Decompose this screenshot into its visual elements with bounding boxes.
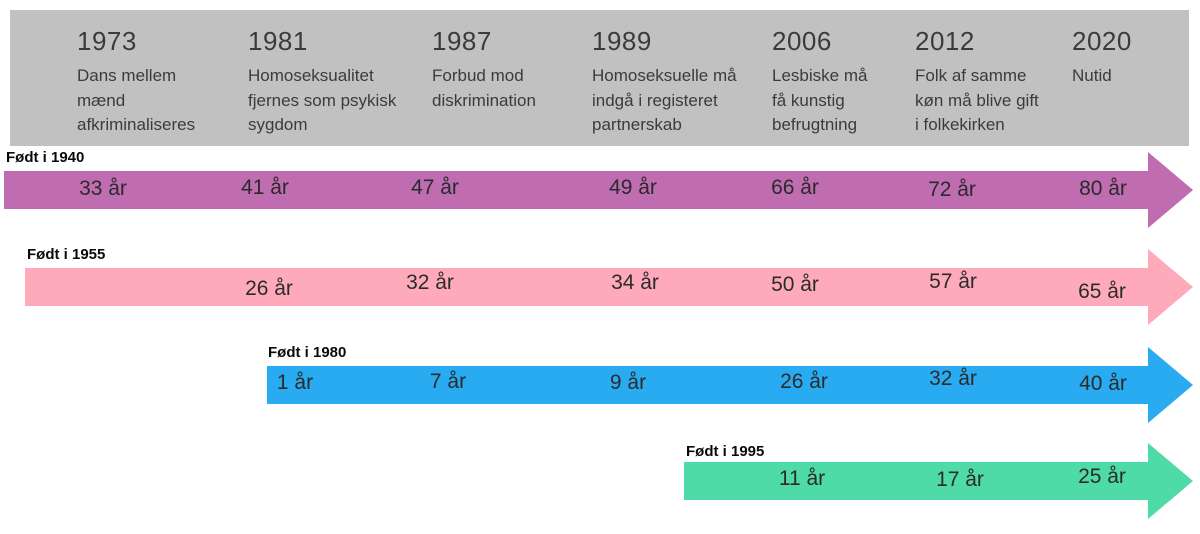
age-label: 72 år bbox=[928, 178, 976, 201]
age-label: 49 år bbox=[609, 176, 657, 199]
row-label-1940: Født i 1940 bbox=[6, 149, 85, 166]
age-label: 57 år bbox=[929, 270, 977, 293]
arrowhead-1980 bbox=[1148, 347, 1193, 423]
age-label: 1 år bbox=[276, 371, 314, 394]
age-label: 40 år bbox=[1079, 372, 1127, 395]
arrowhead-1955 bbox=[1148, 249, 1193, 325]
row-label-1955: Født i 1955 bbox=[27, 246, 106, 263]
age-label: 80 år bbox=[1079, 177, 1127, 200]
milestone-description: Lesbiske må få kunstig befrugtning bbox=[772, 66, 868, 135]
age-label: 26 år bbox=[780, 370, 828, 393]
milestone-year: 2006 bbox=[772, 26, 832, 56]
age-label: 32 år bbox=[406, 271, 454, 294]
milestone-2006: 2006 Lesbiske må få kunstig befrugtning bbox=[772, 26, 878, 138]
age-label: 9 år bbox=[609, 371, 647, 394]
age-label: 7 år bbox=[429, 370, 467, 393]
age-label: 25 år bbox=[1078, 465, 1126, 488]
age-label: 11 år bbox=[778, 467, 826, 490]
arrowhead-1995 bbox=[1148, 443, 1193, 519]
milestone-1973: 1973 Dans mellem mænd afkriminaliseres bbox=[77, 26, 199, 138]
age-label: 47 år bbox=[411, 176, 459, 199]
milestone-1987: 1987 Forbud mod diskrimination bbox=[432, 26, 554, 113]
timeline-bar-1940 bbox=[4, 171, 1148, 209]
age-label: 17 år bbox=[936, 468, 984, 491]
milestone-1981: 1981 Homoseksualitet fjernes som psykisk… bbox=[248, 26, 400, 138]
age-label: 41 år bbox=[241, 176, 289, 199]
age-label: 34 år bbox=[611, 271, 659, 294]
milestone-description: Forbud mod diskrimination bbox=[432, 66, 536, 110]
age-label: 65 år bbox=[1078, 280, 1126, 303]
milestone-2012: 2012 Folk af samme køn må blive gift i f… bbox=[915, 26, 1047, 138]
age-label: 50 år bbox=[771, 273, 819, 296]
milestone-year: 2012 bbox=[915, 26, 975, 56]
milestone-description: Dans mellem mænd afkriminaliseres bbox=[77, 66, 196, 135]
timeline-bar-1955 bbox=[25, 268, 1148, 306]
row-label-1995: Født i 1995 bbox=[686, 443, 765, 460]
age-label: 33 år bbox=[79, 177, 127, 200]
milestone-year: 1973 bbox=[77, 26, 137, 56]
row-label-1980: Født i 1980 bbox=[268, 344, 347, 361]
milestone-year: 1989 bbox=[592, 26, 652, 56]
timeline-bar-1995 bbox=[684, 462, 1148, 500]
timeline-bar-1980 bbox=[267, 366, 1148, 404]
milestone-year: 1981 bbox=[248, 26, 308, 56]
milestones-header: 1973 Dans mellem mænd afkriminaliseres 1… bbox=[10, 10, 1189, 146]
milestone-year: 1987 bbox=[432, 26, 492, 56]
age-label: 26 år bbox=[245, 277, 293, 300]
milestone-year: 2020 bbox=[1072, 26, 1132, 56]
milestone-2020: 2020 Nutid bbox=[1072, 26, 1142, 89]
arrowhead-1940 bbox=[1148, 152, 1193, 228]
milestone-1989: 1989 Homoseksuelle må indgå i registeret… bbox=[592, 26, 744, 138]
milestone-description: Homoseksualitet fjernes som psykisk sygd… bbox=[248, 66, 397, 135]
age-label: 66 år bbox=[771, 176, 819, 199]
milestone-description: Homoseksuelle må indgå i registeret part… bbox=[592, 66, 737, 135]
milestone-description: Nutid bbox=[1072, 66, 1112, 85]
age-label: 32 år bbox=[929, 367, 977, 390]
milestone-description: Folk af samme køn må blive gift i folkek… bbox=[915, 66, 1039, 135]
